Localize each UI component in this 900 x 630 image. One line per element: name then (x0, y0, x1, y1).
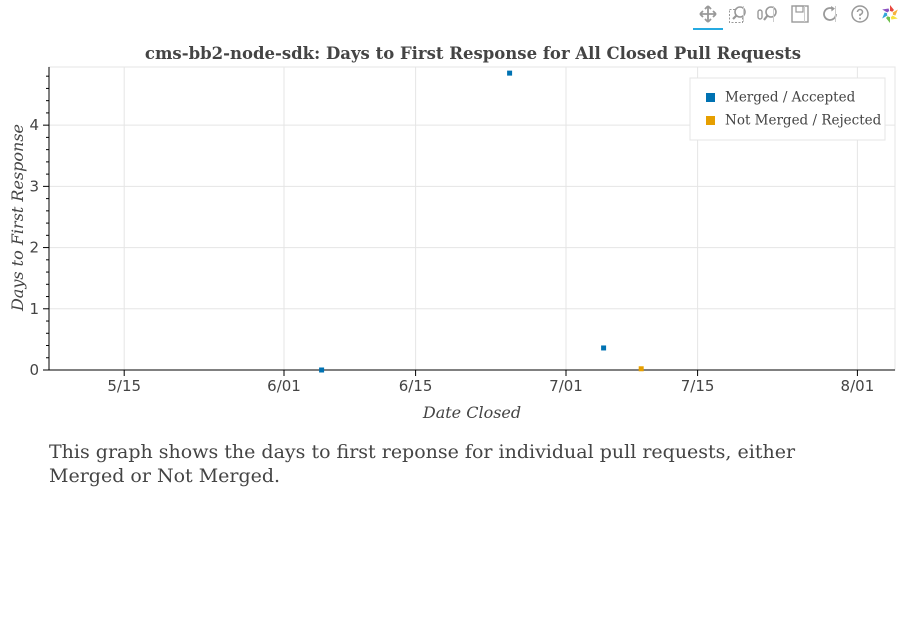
box-zoom-tool-button[interactable] (726, 2, 750, 26)
pan-icon (698, 4, 718, 24)
data-point (507, 70, 513, 76)
chart-description: This graph shows the days to first repon… (49, 441, 796, 487)
toolbar-separator (743, 6, 744, 22)
help-tool-button[interactable] (848, 2, 872, 26)
x-tick-label: 7/01 (549, 377, 583, 395)
legend-swatch (706, 93, 715, 102)
help-icon (850, 4, 870, 24)
x-tick-label: 5/15 (107, 377, 141, 395)
x-tick-label: 7/15 (681, 377, 715, 395)
bokeh-logo-icon (879, 3, 900, 25)
bokeh-logo-tool-button[interactable] (878, 2, 900, 26)
chart-toolbar (680, 0, 900, 32)
y-tick-label: 3 (29, 177, 39, 195)
save-tool-button[interactable] (788, 2, 812, 26)
data-point (319, 367, 325, 373)
x-axis-label: Date Closed (422, 403, 521, 422)
data-point (638, 366, 644, 372)
toolbar-separator (835, 6, 836, 22)
y-axis-label: Days to First Response (8, 124, 27, 312)
reset-tool-button[interactable] (818, 2, 842, 26)
save-icon (790, 4, 810, 24)
toolbar-separator (773, 6, 774, 22)
y-tick-label: 1 (29, 300, 39, 318)
box-zoom-icon (728, 4, 748, 24)
active-tool-indicator (693, 28, 723, 30)
reset-icon (820, 4, 840, 24)
x-tick-label: 6/15 (399, 377, 433, 395)
chart: 0 1 2 3 4 5/15 6/01 6/15 7/01 7/15 8/01 cms-bb2-nod… (8, 44, 896, 422)
x-tick-label: 8/01 (841, 377, 875, 395)
pan-tool-button[interactable] (696, 2, 720, 26)
wheel-zoom-icon (757, 4, 779, 24)
wheel-zoom-tool-button[interactable] (756, 2, 780, 26)
y-tick-label: 2 (29, 239, 39, 257)
chart-title: cms-bb2-node-sdk: Days to First Response… (145, 44, 801, 63)
legend-label: Not Merged / Rejected (725, 113, 882, 129)
legend-label: Merged / Accepted (725, 90, 856, 106)
x-tick-label: 6/01 (267, 377, 301, 395)
toolbar-separator (804, 6, 805, 22)
y-tick-label: 4 (29, 116, 39, 134)
y-tick-label: 0 (29, 361, 39, 379)
legend-swatch (706, 116, 715, 125)
legend-box (689, 77, 886, 141)
data-point (601, 345, 607, 351)
